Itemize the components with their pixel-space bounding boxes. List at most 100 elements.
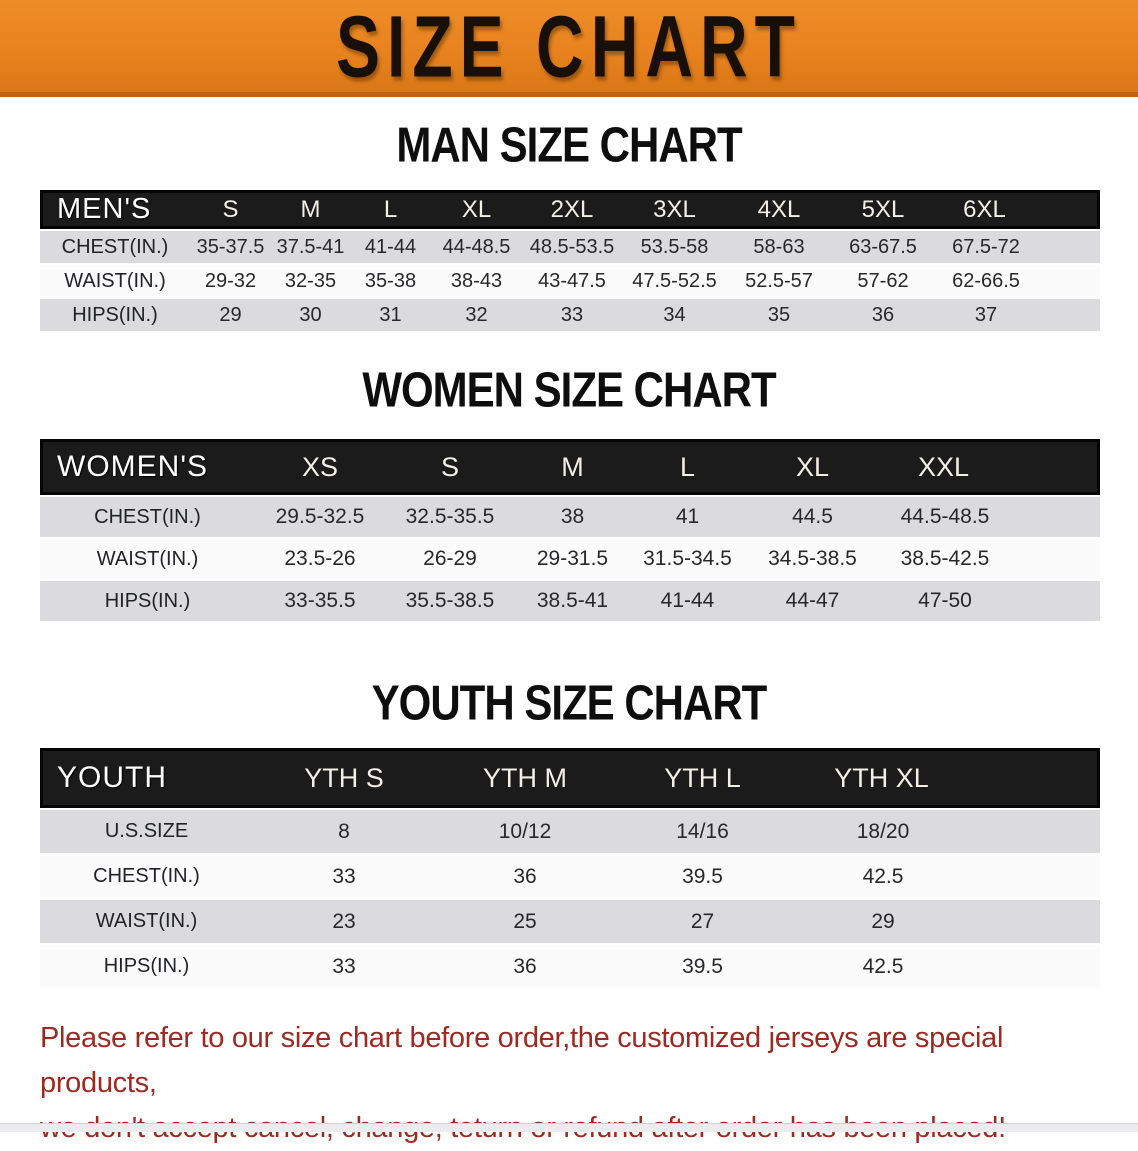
value-cell: 41 [630, 497, 745, 537]
women-waist-row: WAIST(IN.) 23.5-26 26-29 29-31.5 31.5-34… [40, 539, 1100, 579]
men-size-header: 6XL [935, 190, 1100, 229]
value-cell: 35-37.5 [190, 231, 271, 263]
value-cell: 32-35 [271, 265, 350, 297]
value-cell: 52.5-57 [727, 265, 831, 297]
value-cell: 38 [515, 497, 630, 537]
value-cell: 44.5-48.5 [880, 497, 1100, 537]
value-cell: 43-47.5 [522, 265, 622, 297]
row-label: CHEST(IN.) [40, 497, 255, 537]
women-size-header: S [385, 439, 515, 495]
women-size-header: L [630, 439, 745, 495]
value-cell: 36 [831, 299, 935, 331]
women-heading-text: WOMEN SIZE CHART [362, 361, 776, 418]
row-label: WAIST(IN.) [40, 539, 255, 579]
value-cell: 35-38 [350, 265, 431, 297]
men-waist-row: WAIST(IN.) 29-32 32-35 35-38 38-43 43-47… [40, 265, 1100, 297]
value-cell: 44-48.5 [431, 231, 522, 263]
value-cell: 41-44 [630, 581, 745, 621]
row-label: WAIST(IN.) [40, 900, 253, 943]
men-size-header: 4XL [727, 190, 831, 229]
value-cell: 36 [435, 945, 615, 988]
value-cell: 29-31.5 [515, 539, 630, 579]
value-cell: 10/12 [435, 810, 615, 853]
value-cell: 29-32 [190, 265, 271, 297]
value-cell: 33 [522, 299, 622, 331]
men-chest-row: CHEST(IN.) 35-37.5 37.5-41 41-44 44-48.5… [40, 231, 1100, 263]
value-cell: 31.5-34.5 [630, 539, 745, 579]
row-label: U.S.SIZE [40, 810, 253, 853]
youth-size-header: YTH M [435, 748, 615, 808]
women-size-header: XXL [880, 439, 1100, 495]
value-cell: 33 [253, 855, 435, 898]
value-cell: 37.5-41 [271, 231, 350, 263]
value-cell: 14/16 [615, 810, 790, 853]
value-cell: 34 [622, 299, 727, 331]
value-cell: 48.5-53.5 [522, 231, 622, 263]
value-cell: 36 [435, 855, 615, 898]
value-cell: 30 [271, 299, 350, 331]
value-cell: 23.5-26 [255, 539, 385, 579]
women-hips-row: HIPS(IN.) 33-35.5 35.5-38.5 38.5-41 41-4… [40, 581, 1100, 621]
value-cell: 42.5 [790, 855, 1100, 898]
youth-chest-row: CHEST(IN.) 33 36 39.5 42.5 [40, 855, 1100, 898]
value-cell: 38.5-42.5 [880, 539, 1100, 579]
value-cell: 8 [253, 810, 435, 853]
youth-size-header: YTH S [253, 748, 435, 808]
men-size-header: M [271, 190, 350, 229]
youth-ussize-row: U.S.SIZE 8 10/12 14/16 18/20 [40, 810, 1100, 853]
value-cell: 58-63 [727, 231, 831, 263]
value-cell: 63-67.5 [831, 231, 935, 263]
women-section-heading: WOMEN SIZE CHART [0, 362, 1138, 416]
women-header-row: WOMEN'S XS S M L XL XXL [40, 439, 1100, 495]
value-cell: 33 [253, 945, 435, 988]
youth-header-row: YOUTH YTH S YTH M YTH L YTH XL [40, 748, 1100, 808]
men-size-header: 5XL [831, 190, 935, 229]
row-label: HIPS(IN.) [40, 299, 190, 331]
value-cell: 38.5-41 [515, 581, 630, 621]
value-cell: 53.5-58 [622, 231, 727, 263]
men-size-header: L [350, 190, 431, 229]
youth-waist-row: WAIST(IN.) 23 25 27 29 [40, 900, 1100, 943]
men-size-header: XL [431, 190, 522, 229]
value-cell: 39.5 [615, 945, 790, 988]
value-cell: 57-62 [831, 265, 935, 297]
value-cell: 23 [253, 900, 435, 943]
men-section-heading: MAN SIZE CHART [0, 117, 1138, 171]
youth-hips-row: HIPS(IN.) 33 36 39.5 42.5 [40, 945, 1100, 988]
youth-group-label: YOUTH [40, 748, 253, 808]
value-cell: 38-43 [431, 265, 522, 297]
row-label: CHEST(IN.) [40, 231, 190, 263]
row-label: WAIST(IN.) [40, 265, 190, 297]
value-cell: 42.5 [790, 945, 1100, 988]
value-cell: 41-44 [350, 231, 431, 263]
value-cell: 44.5 [745, 497, 880, 537]
value-cell: 62-66.5 [935, 265, 1100, 297]
men-heading-text: MAN SIZE CHART [396, 116, 742, 173]
women-group-label: WOMEN'S [40, 439, 255, 495]
men-size-table: MEN'S S M L XL 2XL 3XL 4XL 5XL 6XL CHEST… [40, 188, 1100, 333]
men-size-header: 2XL [522, 190, 622, 229]
value-cell: 33-35.5 [255, 581, 385, 621]
youth-heading-text: YOUTH SIZE CHART [371, 674, 768, 731]
youth-section-heading: YOUTH SIZE CHART [0, 675, 1138, 729]
youth-size-table: YOUTH YTH S YTH M YTH L YTH XL U.S.SIZE … [40, 746, 1100, 990]
women-size-header: XS [255, 439, 385, 495]
value-cell: 35.5-38.5 [385, 581, 515, 621]
value-cell: 44-47 [745, 581, 880, 621]
men-size-header: 3XL [622, 190, 727, 229]
value-cell: 29 [790, 900, 1100, 943]
value-cell: 34.5-38.5 [745, 539, 880, 579]
value-cell: 26-29 [385, 539, 515, 579]
value-cell: 29.5-32.5 [255, 497, 385, 537]
bottom-edge-strip [0, 1123, 1138, 1132]
row-label: HIPS(IN.) [40, 945, 253, 988]
women-size-header: M [515, 439, 630, 495]
men-hips-row: HIPS(IN.) 29 30 31 32 33 34 35 36 37 [40, 299, 1100, 331]
value-cell: 32.5-35.5 [385, 497, 515, 537]
size-chart-banner: SIZE CHART [0, 0, 1138, 97]
value-cell: 47.5-52.5 [622, 265, 727, 297]
value-cell: 37 [935, 299, 1100, 331]
row-label: HIPS(IN.) [40, 581, 255, 621]
value-cell: 35 [727, 299, 831, 331]
men-size-header: S [190, 190, 271, 229]
